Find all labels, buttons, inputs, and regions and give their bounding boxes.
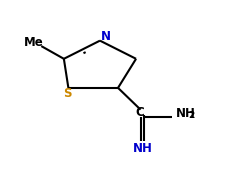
Text: NH: NH xyxy=(133,142,153,155)
Text: N: N xyxy=(101,30,111,43)
Text: C: C xyxy=(135,106,144,119)
Text: S: S xyxy=(63,87,72,100)
Text: Me: Me xyxy=(24,36,43,49)
Text: 2: 2 xyxy=(188,111,195,120)
Text: NH: NH xyxy=(175,107,195,120)
